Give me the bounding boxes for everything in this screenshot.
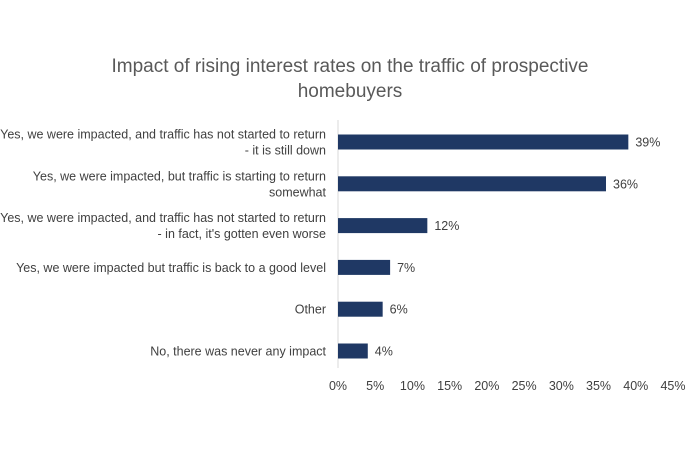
bar-1 — [338, 176, 606, 192]
category-label-4-line-0: Other — [295, 303, 326, 317]
x-tick-label-9: 45% — [660, 379, 685, 393]
category-label-3-line-0: Yes, we were impacted but traffic is bac… — [16, 261, 326, 275]
x-tick-label-2: 10% — [400, 379, 425, 393]
data-label-0: 39% — [635, 136, 660, 150]
x-tick-label-1: 5% — [366, 379, 384, 393]
chart-title: Impact of rising interest rates on the t… — [0, 54, 700, 104]
data-label-5: 4% — [375, 345, 393, 359]
x-tick-label-3: 15% — [437, 379, 462, 393]
category-label-0-line-1: - it is still down — [245, 144, 326, 158]
chart-title-line-2: homebuyers — [297, 81, 403, 102]
category-label-1-line-1: somewhat — [269, 185, 326, 199]
bar-5 — [338, 343, 368, 359]
category-label-2-line-0: Yes, we were impacted, and traffic has n… — [0, 211, 326, 225]
bar-0 — [338, 134, 629, 150]
category-label-1-line-0: Yes, we were impacted, but traffic is st… — [33, 169, 326, 183]
x-tick-label-0: 0% — [329, 379, 347, 393]
data-label-4: 6% — [390, 303, 408, 317]
bar-2 — [338, 218, 428, 234]
data-label-2: 12% — [434, 219, 459, 233]
data-label-1: 36% — [613, 177, 638, 191]
x-tick-label-6: 30% — [549, 379, 574, 393]
x-tick-label-4: 20% — [474, 379, 499, 393]
chart-title-line-1: Impact of rising interest rates on the t… — [111, 56, 589, 77]
bar-3 — [338, 259, 391, 275]
category-label-0-line-0: Yes, we were impacted, and traffic has n… — [0, 128, 326, 142]
x-tick-label-8: 40% — [623, 379, 648, 393]
x-tick-label-5: 25% — [512, 379, 537, 393]
category-label-2-line-1: - in fact, it's gotten even worse — [158, 227, 326, 241]
x-tick-label-7: 35% — [586, 379, 611, 393]
data-label-3: 7% — [397, 261, 415, 275]
category-label-5-line-0: No, there was never any impact — [150, 345, 326, 359]
bar-4 — [338, 301, 383, 317]
